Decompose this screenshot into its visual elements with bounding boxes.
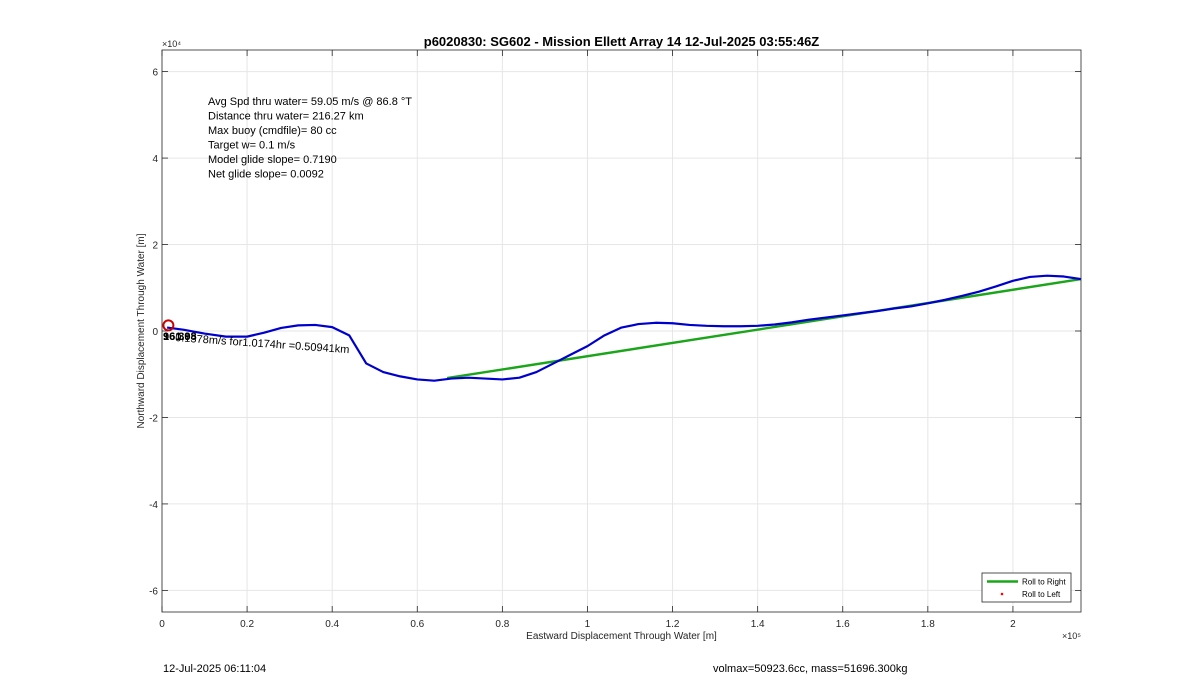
legend-label-roll-left: Roll to Left <box>1022 590 1061 599</box>
y-tick-label: 0 <box>152 327 158 338</box>
legend: Roll to Right Roll to Left <box>981 572 1072 603</box>
x-tick-label: 2 <box>1010 619 1016 630</box>
start-label: 96.39 <box>163 331 191 343</box>
y-tick-label: 6 <box>152 68 158 79</box>
legend-box <box>981 572 1072 603</box>
track-line <box>166 274 1082 382</box>
x-tick-label: 0.8 <box>495 619 509 630</box>
start-marker <box>162 319 175 332</box>
y-tick-label: -6 <box>149 586 158 597</box>
chart-title: p6020830: SG602 - Mission Ellett Array 1… <box>424 34 820 49</box>
x-tick-label: 1.6 <box>836 619 850 630</box>
start-label: 161.08 <box>163 331 197 343</box>
x-tick-label: 1.2 <box>666 619 680 630</box>
x-tick-label: 1.4 <box>751 619 765 630</box>
marks <box>162 274 1082 382</box>
x-axis-label: Eastward Displacement Through Water [m] <box>526 631 717 642</box>
y-tick-label: -2 <box>149 413 158 424</box>
stats-line: Target w= 0.1 m/s <box>208 140 296 152</box>
x-tick-label: 0.2 <box>240 619 254 630</box>
footer-info: volmax=50923.6cc, mass=51696.300kg <box>713 663 908 675</box>
stats-line: Max buoy (cmdfile)= 80 cc <box>208 125 337 137</box>
grid <box>161 50 1081 612</box>
plot-frame <box>161 49 1082 613</box>
stats-line: Avg Spd thru water= 59.05 m/s @ 86.8 °T <box>208 96 412 108</box>
legend-swatch-roll-left <box>1000 592 1004 596</box>
x-tick-label: 1.8 <box>921 619 935 630</box>
x-tick-label: 0 <box>159 619 165 630</box>
stats-line: Model glide slope= 0.7190 <box>208 154 337 166</box>
x-exponent-label: ×10⁵ <box>1062 631 1081 641</box>
x-tick-label: 0.6 <box>410 619 424 630</box>
y-tick-label: -4 <box>149 500 158 511</box>
y-tick-label: 2 <box>152 241 158 252</box>
y-tick-label: 4 <box>152 154 158 165</box>
x-tick-label: 0.4 <box>325 619 339 630</box>
stats-line: Distance thru water= 216.27 km <box>208 111 364 123</box>
footer-timestamp: 12-Jul-2025 06:11:04 <box>163 663 267 675</box>
roll-right-line <box>446 277 1082 380</box>
stats-line: Net glide slope= 0.0092 <box>208 169 324 181</box>
y-exponent-label: ×10⁴ <box>162 39 181 49</box>
x-tick-label: 1 <box>585 619 591 630</box>
legend-label-roll-right: Roll to Right <box>1022 578 1066 587</box>
y-axis-label: Northward Displacement Through Water [m] <box>136 233 147 428</box>
